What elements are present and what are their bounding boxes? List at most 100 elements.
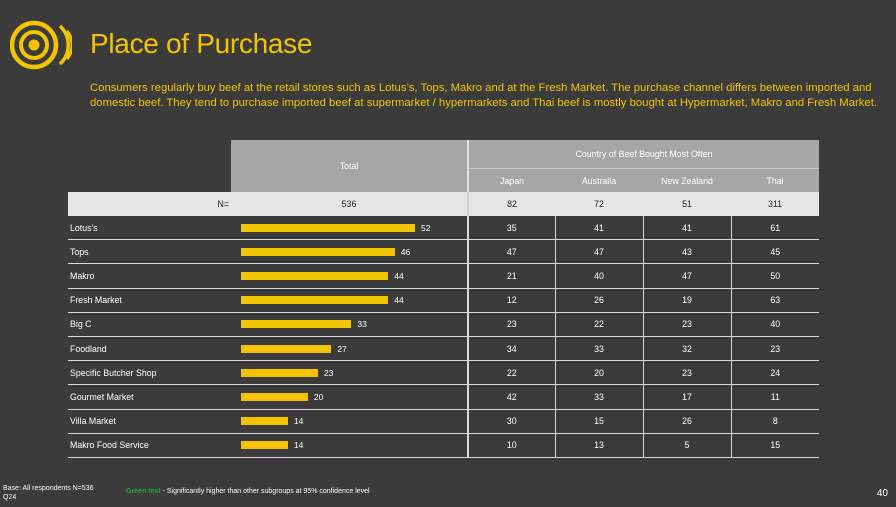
table-row: Big C 33 23 22 23 40	[68, 312, 820, 337]
n-total: 536	[231, 192, 469, 216]
purchase-table: Total Country of Beef Bought Most Often …	[68, 140, 820, 458]
total-bar	[241, 223, 415, 232]
country-value-cell: 40	[731, 312, 820, 337]
column-header-thai: Thai	[731, 168, 820, 192]
total-bar	[241, 344, 332, 353]
country-value-cell: 17	[643, 384, 732, 410]
table-row: Fresh Market 44 12 26 19 63	[68, 288, 820, 313]
country-value-cell: 40	[555, 263, 644, 289]
country-value-cell: 47	[468, 239, 556, 265]
country-value-cell: 47	[643, 263, 732, 289]
total-bar-cell: 14	[231, 433, 469, 458]
column-header-new-zealand: New Zealand	[643, 168, 731, 192]
country-value-cell: 42	[468, 384, 556, 410]
total-bar-cell: 23	[231, 360, 469, 386]
total-bar-value: 44	[394, 270, 404, 281]
row-label: Specific Butcher Shop	[68, 360, 231, 386]
country-value-cell: 34	[468, 336, 556, 362]
significance-note-text: - Significantly higher than other subgro…	[160, 488, 370, 495]
country-value-cell: 26	[555, 288, 644, 313]
country-value-cell: 15	[555, 409, 644, 434]
table-row: Villa Market 14 30 15 26 8	[68, 409, 820, 434]
total-bar	[241, 441, 288, 450]
country-value-cell: 30	[468, 409, 556, 434]
total-header: Total	[231, 140, 469, 192]
country-value-cell: 33	[555, 336, 644, 362]
n-value: 311	[731, 192, 820, 216]
total-bar-cell: 44	[231, 288, 469, 313]
table-row: Specific Butcher Shop 23 22 20 23 24	[68, 360, 820, 386]
logo-icon	[10, 20, 72, 70]
row-label: Fresh Market	[68, 288, 231, 313]
country-value-cell: 45	[731, 239, 820, 265]
total-bar	[241, 417, 288, 426]
header-blank	[68, 140, 231, 192]
question-ref: Q24	[3, 494, 17, 501]
country-value-cell: 23	[731, 336, 820, 362]
page-number: 40	[876, 488, 888, 499]
total-bar-cell: 33	[231, 312, 469, 337]
country-value-cell: 23	[468, 312, 556, 337]
country-value-cell: 24	[731, 360, 820, 386]
page-subtitle: Consumers regularly buy beef at the reta…	[90, 82, 877, 109]
table-row: Makro Food Service 14 10 13 5 15	[68, 433, 820, 458]
country-value-cell: 22	[468, 360, 556, 386]
country-value-cell: 32	[643, 336, 732, 362]
country-value-cell: 5	[643, 433, 732, 458]
total-bar-value: 33	[357, 319, 367, 330]
country-value-cell: 61	[731, 216, 820, 241]
total-bar	[241, 320, 352, 329]
base-line: Base: All respondents N=536	[3, 485, 94, 492]
total-bar-cell: 14	[231, 409, 469, 434]
country-value-cell: 50	[731, 263, 820, 289]
row-label: Big C	[68, 312, 231, 337]
total-bar	[241, 392, 308, 401]
country-value-cell: 26	[643, 409, 732, 434]
table-row: Tops 46 47 47 43 45	[68, 239, 820, 265]
total-bar-cell: 44	[231, 263, 469, 289]
table-row: Foodland 27 34 33 32 23	[68, 336, 820, 362]
base-note: Base: All respondents N=536 Q24	[3, 484, 93, 502]
country-value-cell: 19	[643, 288, 732, 313]
country-value-cell: 41	[555, 216, 644, 241]
country-value-cell: 23	[643, 360, 732, 386]
country-value-cell: 35	[468, 216, 556, 241]
total-bar	[241, 247, 395, 256]
total-bar-value: 44	[394, 295, 404, 306]
country-value-cell: 13	[555, 433, 644, 458]
total-bar-value: 46	[400, 246, 411, 257]
row-label: Foodland	[68, 336, 231, 362]
country-value-cell: 22	[555, 312, 644, 337]
row-label: Villa Market	[68, 409, 231, 434]
total-bar-value: 14	[293, 440, 304, 451]
page-title: Place of Purchase	[90, 28, 313, 59]
total-bar-value: 14	[293, 416, 304, 427]
column-header-japan: Japan	[468, 168, 555, 192]
total-bar-value: 20	[313, 391, 324, 402]
row-label: Makro Food Service	[68, 433, 231, 458]
country-value-cell: 15	[731, 433, 820, 458]
row-label: Lotus's	[68, 216, 231, 241]
country-value-cell: 21	[468, 263, 556, 289]
country-value-cell: 10	[468, 433, 556, 458]
country-value-cell: 63	[731, 288, 820, 313]
country-value-cell: 12	[468, 288, 556, 313]
total-bar	[241, 296, 389, 305]
total-bar-cell: 20	[231, 384, 469, 410]
base-size-row: N= 536 82 72 51 311	[68, 192, 820, 216]
total-bar-cell: 52	[231, 216, 469, 241]
column-header-australia: Australia	[555, 168, 643, 192]
country-value-cell: 33	[555, 384, 644, 410]
country-value-cell: 20	[555, 360, 644, 386]
n-value: 72	[555, 192, 643, 216]
n-value: 51	[643, 192, 731, 216]
country-group-header: Country of Beef Bought Most Often	[468, 140, 820, 169]
total-bar-value: 52	[421, 222, 431, 233]
green-text-label: Green text	[126, 488, 161, 495]
row-label: Tops	[68, 239, 231, 265]
total-bar-value: 27	[337, 343, 347, 354]
table-row: Makro 44 21 40 47 50	[68, 263, 820, 289]
n-label: N=	[68, 192, 231, 216]
table-row: Gourmet Market 20 42 33 17 11	[68, 384, 820, 410]
table-row: Lotus's 52 35 41 41 61	[68, 216, 820, 241]
